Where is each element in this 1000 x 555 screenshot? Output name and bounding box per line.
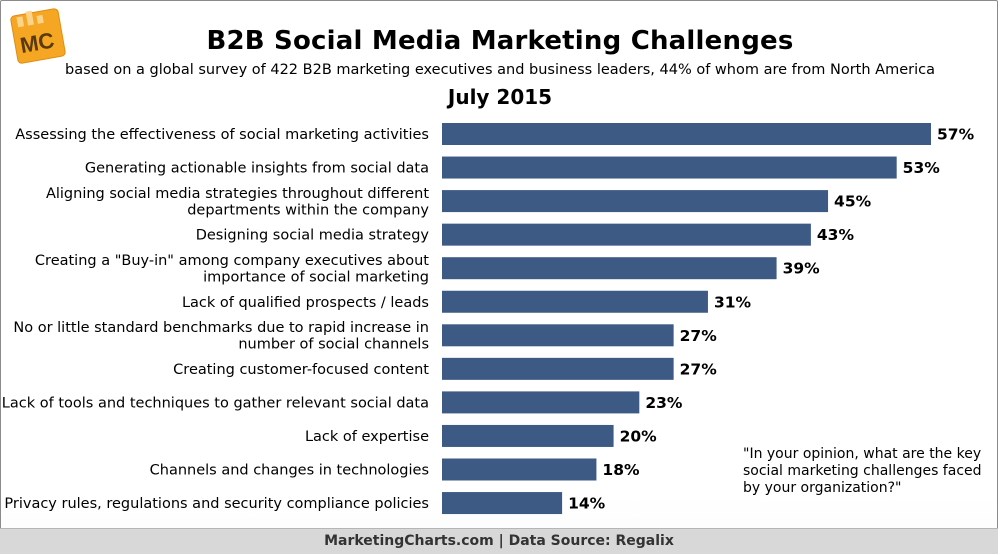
- marketingcharts-logo-icon: MC: [10, 8, 66, 64]
- bar-4: [442, 223, 811, 246]
- category-label-6: Lack of qualified prospects / leads: [182, 295, 429, 311]
- chart-title: B2B Social Media Marketing Challenges: [206, 26, 794, 56]
- chart-period: July 2015: [447, 85, 553, 109]
- value-label-12: 14%: [568, 495, 606, 513]
- category-label-7-line-1: No or little standard benchmarks due to …: [13, 320, 429, 336]
- bar-2: [442, 156, 897, 179]
- category-label-5-line-1: Creating a "Buy-in" among company execut…: [35, 253, 429, 269]
- value-label-5: 39%: [783, 260, 821, 278]
- category-label-11: Channels and changes in technologies: [150, 463, 429, 479]
- chart-subtitle: based on a global survey of 422 B2B mark…: [65, 62, 935, 78]
- footer-source: MarketingCharts.com | Data Source: Regal…: [0, 528, 998, 554]
- value-label-8: 27%: [680, 360, 718, 378]
- bar-10: [442, 424, 614, 447]
- bar-3: [442, 190, 829, 213]
- category-label-1: Assessing the effectiveness of social ma…: [15, 127, 429, 143]
- category-label-5-line-2: importance of social marketing: [203, 269, 429, 285]
- category-label-4: Designing social media strategy: [196, 228, 430, 244]
- value-label-6: 31%: [714, 293, 752, 311]
- bar-chart: 57% Assessing the effectiveness of social…: [2, 123, 975, 515]
- category-label-8: Creating customer-focused content: [173, 362, 429, 378]
- category-label-9: Lack of tools and techniques to gather r…: [2, 395, 429, 411]
- bar-7: [442, 324, 674, 347]
- survey-question: "In your opinion, what are the key socia…: [743, 446, 982, 496]
- bar-6: [442, 290, 708, 313]
- category-label-10: Lack of expertise: [305, 429, 429, 445]
- category-label-3-line-2: departments within the company: [187, 202, 429, 218]
- value-label-7: 27%: [680, 327, 718, 345]
- value-label-9: 23%: [645, 394, 683, 412]
- value-label-1: 57%: [937, 126, 975, 144]
- bar-9: [442, 391, 640, 414]
- bar-1: [442, 123, 931, 145]
- value-label-10: 20%: [620, 427, 658, 445]
- value-label-3: 45%: [834, 193, 872, 211]
- value-label-4: 43%: [817, 226, 855, 244]
- bar-12: [442, 492, 563, 515]
- logo-text: MC: [18, 27, 56, 58]
- category-label-12: Privacy rules, regulations and security …: [4, 496, 429, 512]
- value-label-11: 18%: [602, 461, 640, 479]
- bar-8: [442, 357, 674, 380]
- value-label-2: 53%: [903, 159, 941, 177]
- category-label-2: Generating actionable insights from soci…: [85, 161, 429, 177]
- bar-11: [442, 458, 597, 481]
- category-label-7-line-2: number of social channels: [238, 337, 429, 353]
- bar-5: [442, 257, 777, 280]
- category-label-3-line-1: Aligning social media strategies through…: [46, 186, 429, 202]
